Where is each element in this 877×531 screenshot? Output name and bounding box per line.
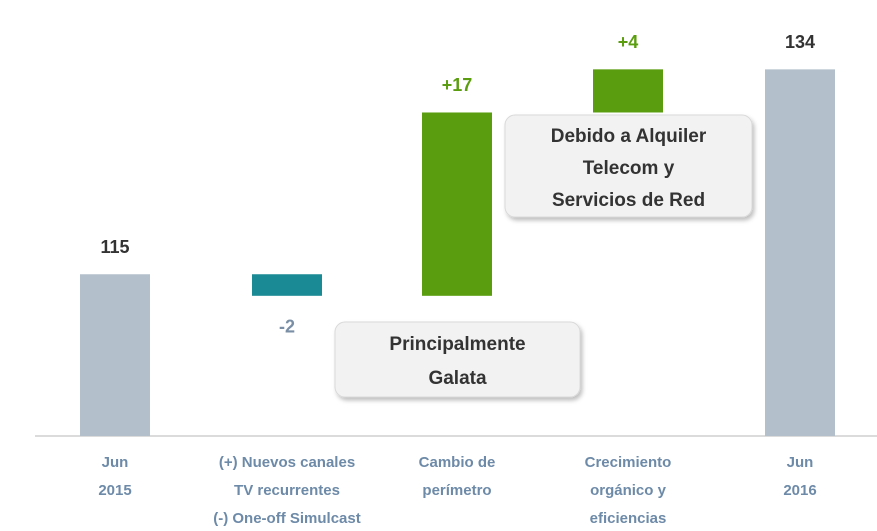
x-tick-label: TV recurrentes (234, 482, 340, 499)
x-tick-label: Jun (102, 454, 129, 471)
x-tick-label: 2016 (783, 482, 816, 499)
x-tick-label: Crecimiento (585, 454, 672, 471)
bar (80, 274, 150, 436)
bar (252, 274, 322, 296)
x-tick-label: perímetro (422, 482, 491, 499)
value-label: +4 (618, 32, 639, 52)
annotation: Debido a Alquiler Telecom y Servicios de R… (504, 114, 753, 218)
annotation-box (504, 114, 753, 218)
x-tick-label: (+) Nuevos canales (219, 454, 355, 471)
annotation-text: Principalmente (389, 334, 525, 355)
annotation: Principalmente Galata (334, 321, 581, 398)
x-tick-label: eficiencias (590, 510, 667, 527)
value-label: +17 (442, 75, 473, 95)
x-tick-label: (-) One-off Simulcast (213, 510, 361, 527)
bar (765, 69, 835, 436)
annotation-text: Debido a Alquiler (551, 126, 707, 147)
bar (422, 112, 492, 296)
value-label: -2 (279, 317, 295, 337)
x-tick-label: Jun (787, 454, 814, 471)
bar (593, 69, 663, 113)
x-tick-label: Cambio de (419, 454, 496, 471)
annotation-text: Galata (428, 368, 487, 389)
x-tick-label: 2015 (98, 482, 131, 499)
value-label: 115 (100, 237, 129, 257)
annotation-box (334, 321, 581, 398)
annotation-text: Servicios de Red (552, 190, 705, 211)
annotation-text: Telecom y (583, 158, 675, 179)
x-tick-label: orgánico y (590, 482, 667, 499)
value-label: 134 (785, 32, 815, 52)
